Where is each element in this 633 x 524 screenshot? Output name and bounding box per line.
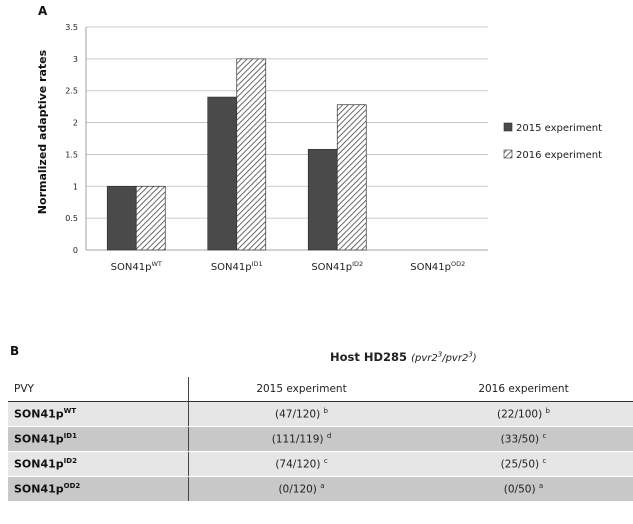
legend-label: 2016 experiment (516, 150, 602, 161)
panel-b-label: B (10, 344, 20, 358)
row-variant: SON41pID2 (8, 451, 189, 477)
legend: 2015 experiment 2016 experiment (503, 122, 602, 161)
bars (106, 58, 367, 251)
bar-2016-id1 (236, 58, 267, 251)
x-category-label: SON41pID1 (211, 260, 263, 273)
y-tick-label: 1.5 (65, 150, 78, 159)
table-header-row: PVY 2015 experiment 2016 experiment (8, 377, 633, 402)
legend-swatch (503, 149, 513, 159)
header-2015: 2015 experiment (188, 377, 414, 402)
y-tick-label: 2 (73, 119, 78, 128)
results-table: PVY 2015 experiment 2016 experiment SON4… (8, 377, 633, 502)
table-row: SON41pWT (47/120) b (22/100) b (8, 401, 633, 427)
y-tick-label: 2.5 (65, 87, 78, 96)
y-tick-label: 0 (73, 246, 78, 255)
cell-2016: (22/100) b (414, 401, 633, 427)
table-row: SON41pID1 (111/119) d (33/50) c (8, 426, 633, 452)
legend-swatch (503, 122, 513, 132)
y-tick-label: 1 (73, 182, 78, 191)
host-name: Host HD285 (330, 350, 408, 364)
host-genotype: (pvr23/pvr23) (411, 350, 477, 364)
y-tick-label: 3 (73, 55, 78, 64)
x-category-label: SON41pID2 (311, 260, 363, 273)
bar-chart: 00.511.522.533.5 SON41pWT SON41pID1 SON41p… (36, 23, 602, 273)
header-pvy: PVY (8, 377, 189, 402)
bar-2016-id2 (336, 104, 367, 251)
bar-2015-id1 (207, 96, 238, 251)
panel-a-label: A (38, 4, 48, 18)
x-category-labels: SON41pWT SON41pID1 SON41pID2 SON41pOD2 (111, 260, 466, 273)
bar-2015-wt (106, 185, 137, 251)
y-tick-label: 3.5 (65, 23, 78, 32)
y-tick-labels: 0 0.5 1 1.5 2 2.5 3 3.5 (65, 23, 78, 255)
table-title: Host HD285 (pvr23/pvr23) (330, 350, 477, 364)
legend-label: 2015 experiment (516, 123, 602, 134)
header-2016: 2016 experiment (414, 377, 633, 402)
cell-2015: (111/119) d (188, 426, 414, 452)
cell-2015: (0/120) a (188, 476, 414, 502)
cell-2016: (25/50) c (414, 451, 633, 477)
x-category-label: SON41pWT (111, 260, 162, 273)
bar-2016-wt (135, 185, 166, 251)
y-axis-label: Normalized adaptive rates (36, 49, 49, 214)
cell-2016: (33/50) c (414, 426, 633, 452)
table-row: SON41pOD2 (0/120) a (0/50) a (8, 476, 633, 502)
row-variant: SON41pOD2 (8, 476, 189, 502)
row-variant: SON41pWT (8, 401, 189, 427)
cell-2015: (47/120) b (188, 401, 414, 427)
cell-2015: (74/120) c (188, 451, 414, 477)
cell-2016: (0/50) a (414, 476, 633, 502)
bar-2015-id2 (307, 148, 338, 251)
table-row: SON41pID2 (74/120) c (25/50) c (8, 451, 633, 477)
row-variant: SON41pID1 (8, 426, 189, 452)
y-tick-label: 0.5 (65, 214, 78, 223)
x-category-label: SON41pOD2 (410, 260, 465, 273)
